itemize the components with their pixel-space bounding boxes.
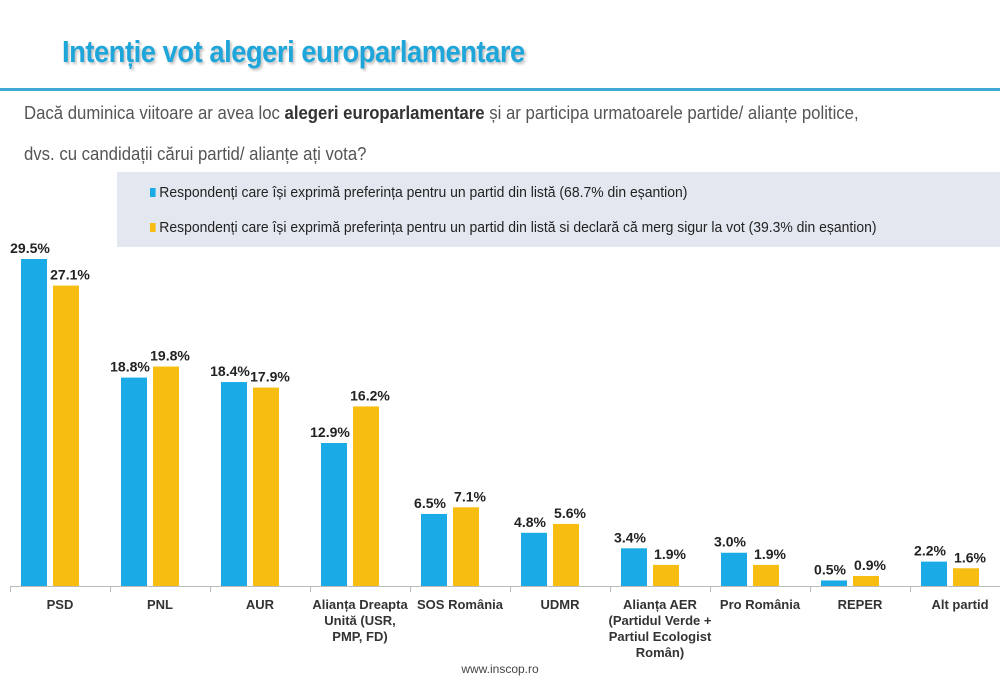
data-label: 7.1% — [454, 488, 486, 504]
bar-yellow — [153, 366, 179, 586]
data-label: 1.9% — [654, 546, 686, 562]
data-label: 1.6% — [954, 549, 986, 565]
data-label: 3.4% — [614, 529, 646, 545]
category-label: AUR — [246, 597, 275, 612]
data-label: 18.4% — [210, 363, 250, 379]
question-text-end: și ar participa urmatoarele partide/ ali… — [484, 103, 859, 123]
bar-yellow — [753, 564, 779, 586]
data-label: 1.9% — [754, 546, 786, 562]
bar-blue — [121, 377, 147, 586]
data-label: 0.5% — [814, 561, 846, 577]
data-label: 16.2% — [350, 387, 390, 403]
legend-swatch-blue — [150, 188, 156, 197]
category-label: Alt partid — [931, 597, 988, 612]
legend-item-series-2: Respondenți care își exprimă preferința … — [150, 219, 877, 236]
bar-yellow — [553, 523, 579, 586]
source-url: www.inscop.ro — [461, 662, 539, 676]
category-label: REPER — [838, 597, 883, 612]
category-label: (Partidul Verde + — [609, 613, 712, 628]
bar-blue — [721, 552, 747, 586]
data-label: 12.9% — [310, 424, 350, 440]
category-label: Alianța AER — [623, 597, 698, 612]
legend-label: Respondenți care își exprimă preferința … — [159, 219, 877, 236]
bar-blue — [321, 443, 347, 586]
bar-yellow — [853, 576, 879, 586]
bar-blue — [621, 548, 647, 586]
data-label: 5.6% — [554, 505, 586, 521]
bar-yellow — [353, 406, 379, 586]
category-label: PNL — [147, 597, 173, 612]
bar-yellow — [653, 564, 679, 586]
bar-blue — [821, 580, 847, 586]
data-label: 4.8% — [514, 514, 546, 530]
data-label: 29.5% — [10, 240, 50, 256]
data-label: 2.2% — [914, 543, 946, 559]
bar-yellow — [253, 387, 279, 586]
bar-blue — [921, 561, 947, 586]
data-label: 6.5% — [414, 495, 446, 511]
page-title: Intenție vot alegeri europarlamentare — [62, 34, 525, 69]
category-label: Alianța Dreapta — [312, 597, 408, 612]
legend-item-series-1: Respondenți care își exprimă preferința … — [150, 184, 687, 201]
data-label: 18.8% — [110, 359, 150, 375]
bar-yellow — [53, 285, 79, 586]
bar-blue — [521, 532, 547, 586]
legend-swatch-yellow — [150, 223, 156, 232]
legend-label: Respondenți care își exprimă preferința … — [159, 184, 688, 201]
question-text: Dacă duminica viitoare ar avea loc — [24, 103, 285, 123]
data-label: 17.9% — [250, 369, 290, 385]
bar-blue — [221, 382, 247, 586]
data-label: 19.8% — [150, 348, 190, 364]
category-label: SOS România — [417, 597, 504, 612]
category-label: Pro România — [720, 597, 801, 612]
bar-yellow — [453, 507, 479, 586]
chart-legend: Respondenți care își exprimă preferința … — [117, 172, 1000, 247]
data-label: 0.9% — [854, 557, 886, 573]
data-label: 3.0% — [714, 534, 746, 550]
question-line-1: Dacă duminica viitoare ar avea loc alege… — [24, 103, 859, 124]
category-label: Român) — [636, 645, 684, 660]
category-label: PSD — [47, 597, 74, 612]
question-bold-text: alegeri europarlamentare — [284, 103, 485, 123]
category-label: Unită (USR, — [324, 613, 396, 628]
bar-yellow — [953, 568, 979, 586]
data-label: 27.1% — [50, 267, 90, 283]
title-divider — [0, 88, 1000, 91]
bar-blue — [21, 259, 47, 586]
category-label: Partiul Ecologist — [609, 629, 712, 644]
bar-blue — [421, 513, 447, 586]
question-line-2: dvs. cu candidații cărui partid/ alianțe… — [24, 144, 367, 164]
category-label: UDMR — [541, 597, 581, 612]
category-label: PMP, FD) — [332, 629, 387, 644]
